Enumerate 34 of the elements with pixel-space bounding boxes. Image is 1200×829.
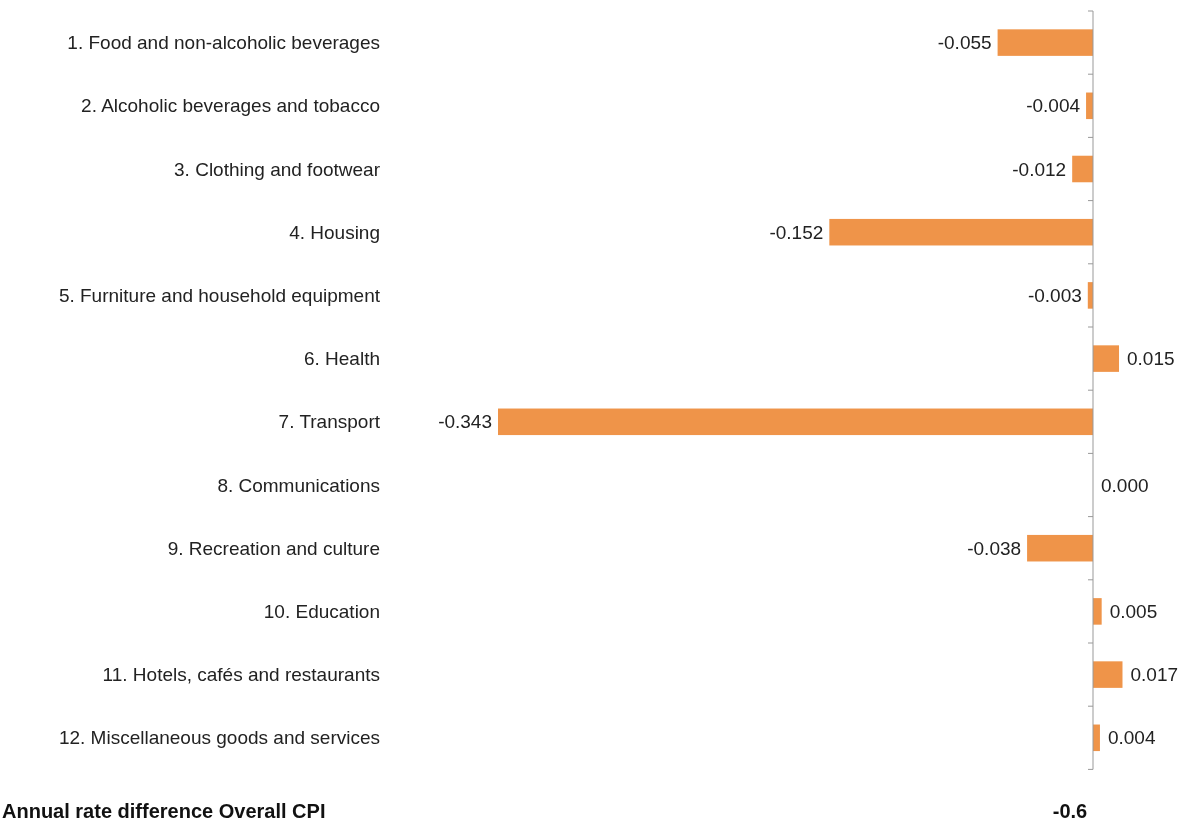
- y-tick-label: 4. Housing: [289, 221, 380, 243]
- bar: [997, 29, 1093, 56]
- y-tick-label: 6. Health: [303, 348, 380, 370]
- y-tick-label: 7. Transport: [278, 411, 381, 433]
- data-label: -0.004: [1026, 95, 1081, 117]
- bar: [1093, 598, 1102, 625]
- data-label: 0.015: [1127, 348, 1175, 370]
- data-label: 0.017: [1130, 664, 1179, 686]
- data-label: 0.005: [1109, 601, 1158, 623]
- bar: [498, 408, 1093, 436]
- text: Annual rate difference Overall CPI: [2, 800, 326, 822]
- y-tick-label: 3. Clothing and footwear: [174, 158, 381, 180]
- data-label: 0.004: [1107, 727, 1156, 749]
- y-tick-label: 11. Hotels, cafés and restaurants: [102, 664, 380, 686]
- y-tick-label: 5. Furniture and household equipment: [58, 285, 381, 307]
- y-tick-label: 9. Recreation and culture: [167, 537, 380, 559]
- bar: [1093, 345, 1120, 372]
- data-label: -0.012: [1012, 158, 1067, 180]
- y-tick-label: 10. Education: [263, 601, 380, 623]
- text: -0.6: [1052, 800, 1088, 822]
- y-tick-label: 12. Miscellaneous goods and services: [58, 727, 380, 749]
- y-tick-label: 8. Communications: [217, 474, 380, 496]
- data-label: -0.152: [769, 221, 824, 243]
- bar: [1072, 155, 1093, 183]
- bar: [829, 218, 1093, 246]
- data-label: -0.343: [438, 411, 492, 433]
- data-label: -0.055: [937, 32, 992, 54]
- data-label: -0.003: [1027, 285, 1082, 307]
- data-label: 0.000: [1101, 474, 1149, 496]
- bar: [1027, 534, 1093, 562]
- y-tick-label: 2. Alcoholic beverages and tobacco: [81, 95, 380, 117]
- data-label: -0.038: [967, 537, 1022, 559]
- bar: [1093, 661, 1123, 688]
- y-tick-label: 1. Food and non-alcoholic beverages: [67, 32, 380, 54]
